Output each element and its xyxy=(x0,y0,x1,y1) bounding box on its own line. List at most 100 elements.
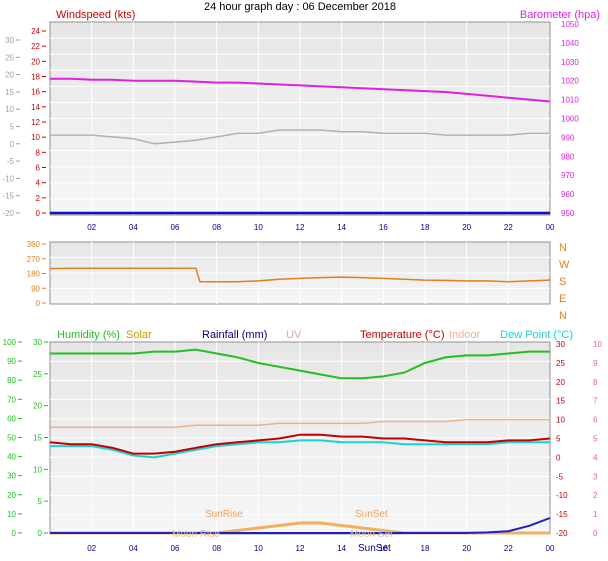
uv-outer-tick-label: 8 xyxy=(593,378,598,387)
panel3-right-ticks: 30 25 20 15 10 5 0 -5 -10 -15 -20 xyxy=(556,340,568,538)
wind-tick-label: 2 xyxy=(36,194,41,203)
panel3-left-ticks: 30 25 20 15 10 5 0 xyxy=(33,338,48,538)
panel2-series xyxy=(49,267,551,283)
baro-tick-label: 1000 xyxy=(561,115,579,124)
uv-label: UV xyxy=(286,329,302,341)
temperature-tick-label: 30 xyxy=(556,340,565,349)
humidity-tick-label: 5 xyxy=(38,497,43,506)
panel3-series xyxy=(49,348,551,535)
sunset-axis-annotation: SunSet xyxy=(358,543,391,554)
temperature-series xyxy=(49,433,551,455)
windspeed-label: Windspeed (kts) xyxy=(56,9,135,21)
wind-outer-tick-label: -15 xyxy=(2,192,14,201)
direction-tick-label: 90 xyxy=(31,284,40,293)
temperature-tick-label: 5 xyxy=(556,435,561,444)
humidity-tick-label: 0 xyxy=(38,529,43,538)
humidity-tick-label: 20 xyxy=(33,402,42,411)
humidity-outer-tick-label: 60 xyxy=(7,414,16,423)
baro-tick-label: 1020 xyxy=(561,77,579,86)
barometer-series xyxy=(50,77,551,103)
x-tick-label: 16 xyxy=(379,544,388,553)
baro-tick-label: 970 xyxy=(561,171,575,180)
wind-tick-label: 4 xyxy=(36,179,41,188)
x-tick-label: 00 xyxy=(546,223,555,232)
wind-outer-tick-label: 0 xyxy=(10,140,15,149)
x-tick-label: 14 xyxy=(337,223,346,232)
wind-outer-tick-label: 10 xyxy=(5,105,14,114)
dewpoint-series xyxy=(50,439,550,459)
humidity-outer-tick-label: 80 xyxy=(7,376,16,385)
uv-outer-tick-label: 4 xyxy=(593,453,598,462)
baro-tick-label: 1050 xyxy=(561,20,579,29)
temperature-tick-label: -20 xyxy=(556,529,568,538)
baro-tick-label: 1030 xyxy=(561,58,579,67)
panel1-series xyxy=(50,77,551,215)
x-tick-label: 18 xyxy=(421,223,430,232)
rainfall-series xyxy=(50,517,551,534)
x-tick-label: 10 xyxy=(254,223,263,232)
uv-outer-tick-label: 2 xyxy=(593,491,598,500)
x-tick-label: 00 xyxy=(546,544,555,553)
uv-outer-tick-label: 9 xyxy=(593,359,598,368)
humidity-series xyxy=(50,348,550,380)
direction-series xyxy=(49,267,551,283)
humidity-outer-tick-label: 10 xyxy=(7,510,16,519)
x-tick-label: 22 xyxy=(504,544,513,553)
temperature-tick-label: 0 xyxy=(556,453,561,462)
x-tick-label: 08 xyxy=(212,544,221,553)
x-tick-label: 14 xyxy=(337,544,346,553)
x-tick-label: 10 xyxy=(254,544,263,553)
humidity-outer-tick-label: 50 xyxy=(7,434,16,443)
temperature-tick-label: -10 xyxy=(556,491,568,500)
wind-tick-label: 12 xyxy=(31,118,40,127)
uv-outer-tick-label: 0 xyxy=(593,529,598,538)
humidity-outer-tick-label: 70 xyxy=(7,395,16,404)
compass-tick-label: N xyxy=(559,310,567,322)
humidity-label: Humidity (%) xyxy=(57,329,120,341)
wind-tick-label: 14 xyxy=(31,103,40,112)
wind-tick-label: 22 xyxy=(31,42,40,51)
panel-temp: Humidity (%) Solar Rainfall (mm) UV Temp… xyxy=(3,329,603,554)
temperature-tick-label: 20 xyxy=(556,378,565,387)
humidity-outer-tick-label: 0 xyxy=(12,529,17,538)
uv-outer-tick-label: 1 xyxy=(593,510,598,519)
wind-outer-tick-label: -20 xyxy=(2,209,14,218)
wind-tick-label: 0 xyxy=(36,209,41,218)
humidity-outer-tick-label: 30 xyxy=(7,472,16,481)
x-tick-label: 20 xyxy=(462,223,471,232)
wind-tick-label: 8 xyxy=(36,148,41,157)
wind-outer-tick-label: 5 xyxy=(10,123,15,132)
wind-tick-label: 18 xyxy=(31,73,40,82)
compass-tick-label: W xyxy=(559,259,570,271)
uv-outer-tick-label: 7 xyxy=(593,397,598,406)
x-tick-label: 18 xyxy=(421,544,430,553)
direction-tick-label: 360 xyxy=(27,240,41,249)
panel3-grid xyxy=(50,342,550,534)
panel-wind-baro: Windspeed (kts) Barometer (hpa) 30252015… xyxy=(2,9,600,232)
humidity-outer-tick-label: 90 xyxy=(7,357,16,366)
wind-outer-tick-label: 25 xyxy=(5,53,14,62)
wind-tick-label: 20 xyxy=(31,57,40,66)
wind-outer-tick-label: 15 xyxy=(5,88,14,97)
x-tick-label: 06 xyxy=(171,223,180,232)
temperature-label: Temperature (°C) xyxy=(360,329,444,341)
wind-outer-tick-label: 20 xyxy=(5,71,14,80)
indoor-series xyxy=(50,418,550,428)
x-tick-label: 16 xyxy=(379,223,388,232)
direction-tick-label: 0 xyxy=(36,299,41,308)
humidity-tick-label: 30 xyxy=(33,338,42,347)
x-tick-label: 04 xyxy=(129,223,138,232)
panel2-left-ticks: 360 270 180 90 0 xyxy=(27,240,46,308)
temperature-tick-label: -5 xyxy=(556,472,564,481)
panel1-outer-ticks: 30 25 20 15 10 5 0 -5 -10 -15 -20 xyxy=(2,36,20,218)
baro-tick-label: 950 xyxy=(561,209,575,218)
compass-tick-label: N xyxy=(559,242,567,254)
wind-outer-tick-label: -10 xyxy=(2,174,14,183)
x-tick-label: 08 xyxy=(212,223,221,232)
rainfall-label: Rainfall (mm) xyxy=(202,329,267,341)
x-tick-label: 02 xyxy=(87,223,96,232)
